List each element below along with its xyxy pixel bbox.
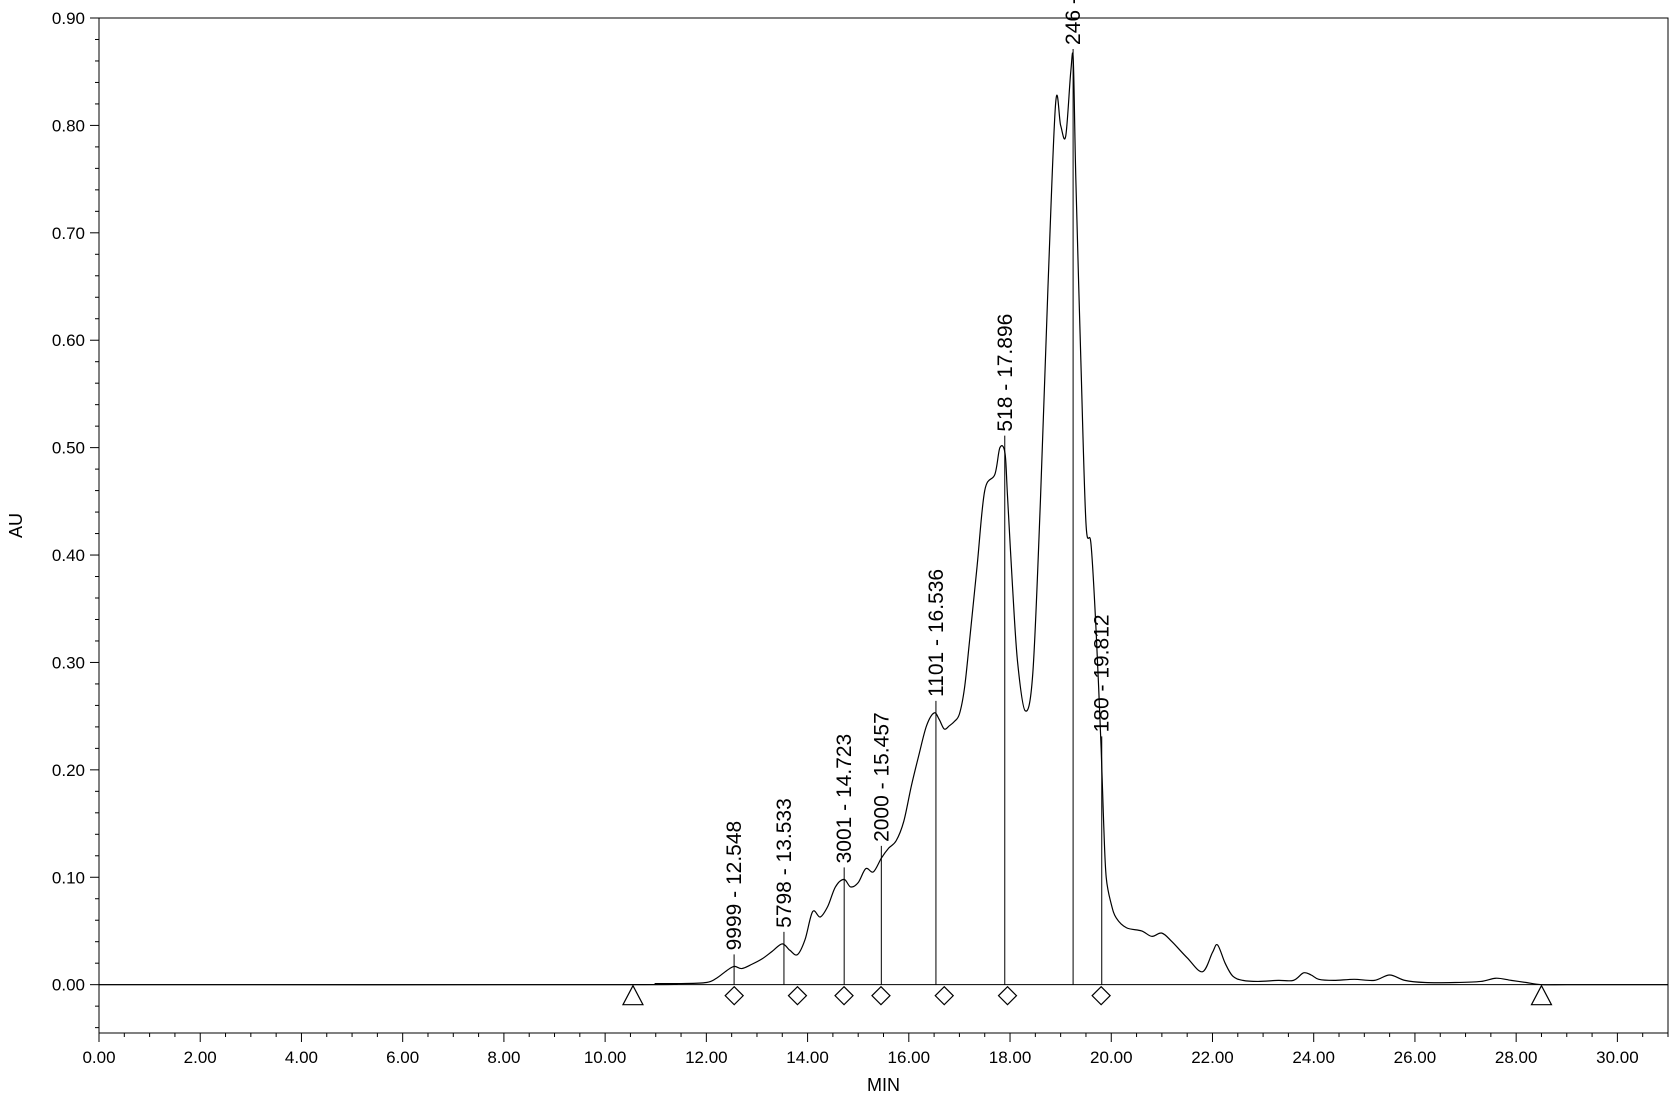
peak-label: 3001 - 14.723 <box>833 734 856 864</box>
axes: 0.00 0.10 0.20 0.30 0.40 0.50 0.60 0.70 0.80 0.90… <box>52 9 1669 1067</box>
y-tick-label: 0.00 <box>52 976 85 995</box>
x-tick-label: 4.00 <box>285 1048 318 1067</box>
y-tick-label: 0.30 <box>52 653 85 672</box>
y-tick-label: 0.20 <box>52 761 85 780</box>
x-tick-label: 10.00 <box>584 1048 627 1067</box>
x-tick-label: 20.00 <box>1090 1048 1133 1067</box>
y-tick-label: 0.40 <box>52 546 85 565</box>
x-tick-label: 28.00 <box>1495 1048 1538 1067</box>
integration-markers <box>621 984 1553 1006</box>
peak-boundary-marker <box>724 985 745 1006</box>
peak-label: 2000 - 15.457 <box>870 712 893 842</box>
x-tick-label: 24.00 <box>1292 1048 1335 1067</box>
y-tick-label: 0.10 <box>52 868 85 887</box>
peak-boundary-marker <box>1091 985 1111 1006</box>
peak-boundary-marker <box>934 985 955 1006</box>
x-tick-label: 16.00 <box>888 1048 931 1067</box>
plot-frame <box>98 17 1669 1034</box>
peak-label: 518 - 17.896 <box>994 314 1017 432</box>
x-tick-label: 6.00 <box>386 1048 419 1067</box>
peak-labels: 9999 - 12.548 5798 - 13.533 3001 - 14.723 2… <box>723 0 1114 950</box>
peak-label: 180 - 19.812 <box>1091 614 1114 732</box>
x-axis-title: MIN <box>867 1075 900 1095</box>
x-tick-label: 26.00 <box>1394 1048 1437 1067</box>
y-tick-label: 0.80 <box>52 116 85 135</box>
x-tick-label: 22.00 <box>1191 1048 1234 1067</box>
peak-boundary-marker <box>871 985 891 1006</box>
chromatogram-trace <box>98 52 1668 986</box>
peak-label: 246 - 19.246 <box>1062 0 1085 45</box>
peak-boundary-marker <box>997 985 1018 1006</box>
x-tick-label: 2.00 <box>184 1048 217 1067</box>
x-tick-label: 30.00 <box>1596 1048 1639 1067</box>
y-tick-label: 0.70 <box>52 224 85 243</box>
x-tick-label: 0.00 <box>82 1048 115 1067</box>
x-tick-label: 14.00 <box>786 1048 829 1067</box>
x-tick-label: 8.00 <box>487 1048 520 1067</box>
y-tick-label: 0.60 <box>52 331 85 350</box>
peak-drop-lines <box>733 48 1103 985</box>
peak-label: 9999 - 12.548 <box>723 821 746 951</box>
x-tick-label: 18.00 <box>989 1048 1032 1067</box>
x-tick-label: 12.00 <box>685 1048 728 1067</box>
peak-label: 1101 - 16.536 <box>925 569 948 697</box>
y-tick-label: 0.50 <box>52 439 85 458</box>
peak-boundary-marker <box>787 985 808 1006</box>
baseline-start-end-marker <box>1530 984 1553 1006</box>
y-axis-title: AU <box>6 513 26 538</box>
baseline-start-end-marker <box>621 984 644 1006</box>
y-tick-label: 0.90 <box>52 9 85 28</box>
peak-label: 5798 - 13.533 <box>773 798 796 928</box>
peak-boundary-marker <box>834 985 854 1006</box>
